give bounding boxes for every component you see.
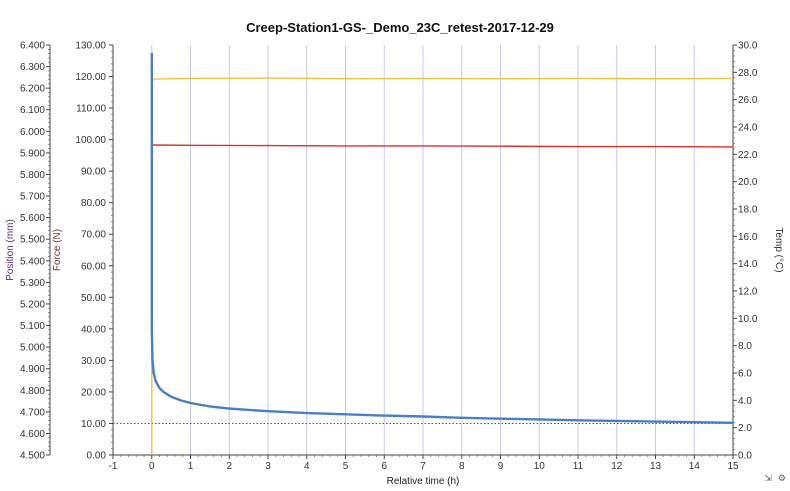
force-tick-label: 30.00 xyxy=(81,356,106,367)
temp-tick-label: 20.0 xyxy=(738,177,758,188)
x-tick-label: 10 xyxy=(534,461,546,472)
position-tick-label: 4.800 xyxy=(20,386,45,397)
zoom-icon[interactable]: ⇲ xyxy=(764,474,772,484)
position-tick-label: 4.900 xyxy=(20,364,45,375)
temp-axis-title: Temp (°C) xyxy=(773,227,784,272)
x-tick-label: 3 xyxy=(265,461,271,472)
temp-tick-label: 2.0 xyxy=(738,423,752,434)
position-tick-label: 6.100 xyxy=(20,105,45,116)
temp-tick-label: 10.0 xyxy=(738,314,758,325)
settings-icon[interactable]: ⚙ xyxy=(777,474,786,484)
x-tick-label: 4 xyxy=(304,461,310,472)
x-tick-label: 5 xyxy=(343,461,349,472)
axes-layer: -1 0 1 2 3 4 5 6 7 8 9 10 11 12 13 14 154.5004.6004.7004… xyxy=(5,41,784,473)
force-tick-label: 100.00 xyxy=(75,135,106,146)
temp-tick-label: 26.0 xyxy=(738,95,758,106)
position-tick-label: 6.200 xyxy=(20,84,45,95)
position-tick-label: 5.100 xyxy=(20,321,45,332)
chart-title: Creep-Station1-GS-_Demo_23C_retest-2017-… xyxy=(246,20,554,35)
x-tick-label: 13 xyxy=(650,461,662,472)
x-tick-label: 12 xyxy=(611,461,623,472)
temp-tick-label: 24.0 xyxy=(738,123,758,134)
temp-tick-label: 6.0 xyxy=(738,369,752,380)
force-tick-label: 60.00 xyxy=(81,261,106,272)
temp-tick-label: 30.0 xyxy=(738,41,758,52)
position-axis-title: Position (mm) xyxy=(5,219,16,281)
x-tick-label: 15 xyxy=(727,461,739,472)
position-tick-label: 5.000 xyxy=(20,343,45,354)
temp-tick-label: 4.0 xyxy=(738,396,752,407)
chart-toolbar: ⇲ ⚙ xyxy=(764,474,786,484)
force-tick-label: 70.00 xyxy=(81,230,106,241)
temp-tick-label: 22.0 xyxy=(738,150,758,161)
x-tick-label: 14 xyxy=(689,461,701,472)
force-tick-label: 110.00 xyxy=(76,104,106,115)
x-tick-label: 1 xyxy=(188,461,194,472)
temp-tick-label: 0.0 xyxy=(738,451,752,462)
temp-tick-label: 12.0 xyxy=(738,287,758,298)
position-tick-label: 6.300 xyxy=(20,62,45,73)
position-tick-label: 4.600 xyxy=(20,429,45,440)
force-tick-label: 10.00 xyxy=(81,419,106,430)
x-tick-label: 0 xyxy=(149,461,155,472)
force-tick-label: 0.00 xyxy=(87,451,107,462)
force-axis-title: Force (N) xyxy=(52,229,63,271)
position-tick-label: 4.700 xyxy=(20,407,45,418)
force-tick-label: 50.00 xyxy=(81,293,106,304)
force-tick-label: 80.00 xyxy=(81,198,106,209)
force-tick-label: 90.00 xyxy=(81,167,106,178)
x-tick-label: 8 xyxy=(459,461,465,472)
temp-tick-label: 18.0 xyxy=(738,205,758,216)
series-layer xyxy=(113,52,734,455)
temp-tick-label: 16.0 xyxy=(738,232,758,243)
x-tick-label: 9 xyxy=(498,461,504,472)
grid-layer xyxy=(151,45,695,455)
force-tick-label: 40.00 xyxy=(81,324,106,335)
temp-tick-label: 8.0 xyxy=(738,341,752,352)
force-tick-label: 20.00 xyxy=(81,387,106,398)
x-tick-label: 11 xyxy=(573,461,584,472)
force-tick-label: 120.00 xyxy=(75,72,106,83)
x-tick-label: 7 xyxy=(420,461,426,472)
position-tick-label: 5.700 xyxy=(20,192,45,203)
temp-tick-label: 14.0 xyxy=(738,259,758,270)
position-tick-label: 5.400 xyxy=(20,256,45,267)
x-tick-label: 2 xyxy=(226,461,232,472)
position-tick-label: 5.300 xyxy=(20,278,45,289)
force-tick-label: 130.00 xyxy=(75,41,106,52)
x-tick-label: 6 xyxy=(381,461,387,472)
position-tick-label: 5.800 xyxy=(20,170,45,181)
position-tick-label: 5.200 xyxy=(20,299,45,310)
position-tick-label: 5.500 xyxy=(20,235,45,246)
series-line-1 xyxy=(151,144,734,148)
series-line-0 xyxy=(151,77,734,455)
position-tick-label: 4.500 xyxy=(20,451,45,462)
series-line-2 xyxy=(150,52,734,424)
position-tick-label: 5.900 xyxy=(20,148,45,159)
position-tick-label: 6.000 xyxy=(20,127,45,138)
temp-tick-label: 28.0 xyxy=(738,68,758,79)
position-tick-label: 5.600 xyxy=(20,213,45,224)
x-axis-title: Relative time (h) xyxy=(387,476,460,486)
x-tick-label: -1 xyxy=(109,461,118,472)
position-tick-label: 6.400 xyxy=(20,41,45,52)
